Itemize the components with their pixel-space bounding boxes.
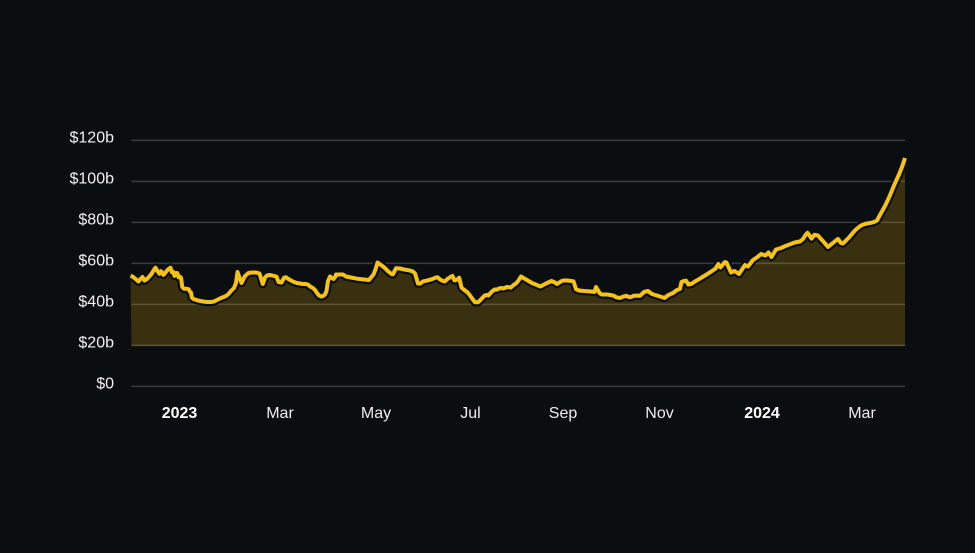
svg-text:$120b: $120b — [70, 130, 115, 147]
svg-text:$80b: $80b — [78, 212, 114, 229]
svg-text:$100b: $100b — [70, 171, 115, 188]
svg-text:Jul: Jul — [460, 405, 480, 422]
svg-text:$40b: $40b — [78, 294, 114, 311]
svg-text:Sep: Sep — [549, 405, 578, 422]
svg-text:2023: 2023 — [162, 405, 198, 422]
svg-text:Mar: Mar — [848, 405, 876, 422]
svg-text:May: May — [361, 405, 391, 422]
svg-text:$0: $0 — [96, 376, 114, 393]
svg-text:$20b: $20b — [78, 335, 114, 352]
svg-text:Mar: Mar — [266, 405, 294, 422]
svg-text:Nov: Nov — [645, 405, 673, 422]
svg-text:$60b: $60b — [78, 253, 114, 270]
svg-text:2024: 2024 — [744, 405, 780, 422]
